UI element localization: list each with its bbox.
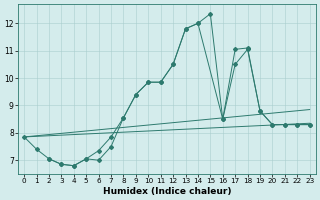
- X-axis label: Humidex (Indice chaleur): Humidex (Indice chaleur): [103, 187, 231, 196]
